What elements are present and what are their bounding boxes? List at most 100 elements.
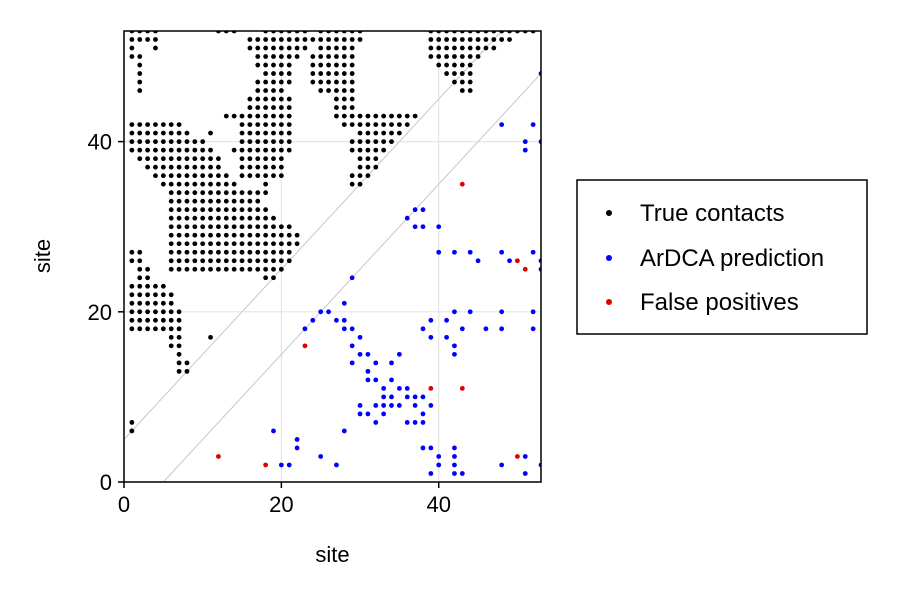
ardca-prediction-point bbox=[475, 258, 481, 264]
true-contact-point bbox=[192, 224, 198, 230]
y-tick-label: 20 bbox=[88, 300, 112, 325]
ardca-prediction-point bbox=[467, 249, 473, 255]
ardca-prediction-point bbox=[420, 326, 426, 332]
true-contact-point bbox=[349, 122, 355, 128]
ardca-prediction-point bbox=[436, 462, 442, 468]
ardca-prediction-point bbox=[278, 462, 284, 468]
true-contact-point bbox=[334, 88, 339, 93]
true-contact-point bbox=[286, 45, 292, 51]
true-contact-point bbox=[239, 122, 245, 128]
true-contact-point bbox=[278, 266, 284, 272]
legend-marker-true-contacts bbox=[606, 210, 612, 216]
true-contact-point bbox=[278, 139, 284, 145]
true-contact-point bbox=[255, 249, 261, 255]
true-contact-point bbox=[499, 37, 505, 42]
true-contact-point bbox=[176, 258, 182, 264]
false-positive-point bbox=[302, 343, 308, 349]
ardca-prediction-point bbox=[452, 471, 457, 476]
true-contact-point bbox=[357, 139, 363, 145]
series-true-contacts bbox=[129, 31, 536, 434]
true-contact-point bbox=[459, 88, 465, 93]
legend: True contacts ArDCA prediction False pos… bbox=[576, 179, 868, 335]
ardca-prediction-point bbox=[428, 334, 434, 340]
true-contact-point bbox=[184, 156, 190, 162]
true-contact-point bbox=[184, 147, 190, 153]
ardca-prediction-point bbox=[522, 471, 528, 476]
true-contact-point bbox=[200, 181, 206, 187]
true-contact-point bbox=[192, 147, 198, 153]
true-contact-point bbox=[231, 147, 237, 153]
true-contact-point bbox=[239, 173, 245, 179]
true-contact-point bbox=[349, 139, 355, 145]
true-contact-point bbox=[176, 198, 182, 204]
true-contact-point bbox=[341, 79, 347, 85]
true-contact-point bbox=[247, 190, 253, 196]
true-contact-point bbox=[231, 181, 237, 187]
true-contact-point bbox=[223, 181, 229, 187]
true-contact-point bbox=[373, 139, 379, 145]
true-contact-point bbox=[341, 45, 347, 51]
true-contact-point bbox=[318, 79, 324, 85]
true-contact-point bbox=[208, 232, 213, 238]
true-contact-point bbox=[160, 147, 166, 153]
true-contact-point bbox=[168, 266, 174, 272]
true-contact-point bbox=[153, 139, 158, 145]
ardca-prediction-point bbox=[349, 360, 355, 366]
true-contact-point bbox=[271, 71, 276, 76]
ardca-prediction-point bbox=[373, 420, 379, 425]
true-contact-point bbox=[153, 122, 158, 128]
true-contact-point bbox=[216, 173, 221, 179]
true-contact-point bbox=[467, 88, 473, 93]
true-contact-point bbox=[326, 45, 331, 51]
true-contact-point bbox=[168, 249, 174, 255]
true-contact-point bbox=[286, 249, 292, 255]
true-contact-point bbox=[467, 37, 473, 42]
true-contact-point bbox=[365, 113, 371, 119]
true-contact-point bbox=[294, 45, 300, 51]
true-contact-point bbox=[223, 249, 229, 255]
legend-label-true-contacts: True contacts bbox=[640, 200, 785, 227]
ardca-prediction-point bbox=[396, 403, 402, 408]
true-contact-point bbox=[271, 54, 276, 59]
true-contact-point bbox=[153, 283, 158, 289]
true-contact-point bbox=[263, 45, 269, 51]
ardca-prediction-point bbox=[436, 224, 442, 230]
true-contact-point bbox=[357, 164, 363, 170]
ardca-prediction-point bbox=[389, 360, 394, 366]
true-contact-point bbox=[373, 164, 379, 170]
ardca-prediction-point bbox=[522, 454, 528, 459]
true-contact-point bbox=[208, 249, 213, 255]
true-contact-point bbox=[184, 207, 190, 213]
true-contact-point bbox=[129, 45, 135, 51]
true-contact-point bbox=[231, 249, 237, 255]
true-contact-point bbox=[145, 156, 151, 162]
true-contact-point bbox=[247, 241, 253, 247]
true-contact-point bbox=[334, 54, 339, 59]
true-contact-point bbox=[168, 215, 174, 221]
true-contact-point bbox=[200, 173, 206, 179]
true-contact-point bbox=[184, 360, 190, 366]
true-contact-point bbox=[483, 37, 489, 42]
true-contact-point bbox=[326, 71, 331, 76]
true-contact-point bbox=[176, 232, 182, 238]
ardca-prediction-point bbox=[499, 326, 505, 332]
true-contact-point bbox=[231, 207, 237, 213]
ardca-prediction-point bbox=[499, 122, 505, 128]
false-positive-point bbox=[263, 462, 269, 468]
true-contact-point bbox=[200, 266, 206, 272]
legend-label-ardca-prediction: ArDCA prediction bbox=[640, 245, 824, 272]
ardca-prediction-point bbox=[381, 411, 387, 417]
true-contact-point bbox=[208, 198, 213, 204]
y-axis-label: site bbox=[30, 239, 55, 273]
true-contact-point bbox=[145, 283, 151, 289]
true-contact-point bbox=[271, 122, 276, 128]
true-contact-point bbox=[231, 198, 237, 204]
true-contact-point bbox=[271, 62, 276, 68]
true-contact-point bbox=[278, 122, 284, 128]
true-contact-point bbox=[216, 198, 221, 204]
true-contact-point bbox=[200, 139, 206, 145]
true-contact-point bbox=[452, 71, 457, 76]
true-contact-point bbox=[168, 317, 174, 323]
true-contact-point bbox=[216, 232, 221, 238]
true-contact-point bbox=[302, 45, 308, 51]
